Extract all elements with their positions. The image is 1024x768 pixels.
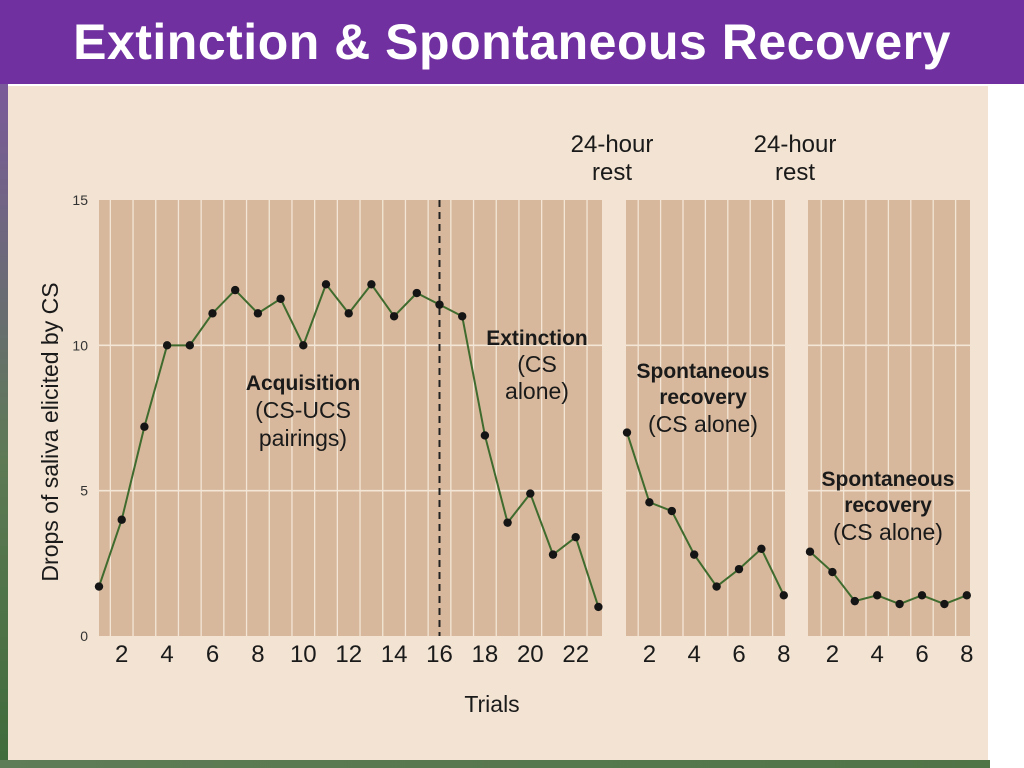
x-axis-label: Trials <box>464 691 519 717</box>
x-tick-label: 12 <box>335 641 362 668</box>
data-point <box>690 550 699 559</box>
y-tick-label: 10 <box>72 337 88 353</box>
x-tick-label: 6 <box>915 641 928 668</box>
x-tick-label: 6 <box>732 641 745 668</box>
x-tick-label: 18 <box>472 641 499 668</box>
data-point <box>873 591 882 600</box>
data-point <box>253 309 263 318</box>
x-tick-labels: 2 4 6 8 10 12 14 16 18 20 22 2 4 6 8 2 4 6 8 <box>115 641 973 668</box>
data-point <box>367 280 376 289</box>
data-point <box>667 506 676 516</box>
data-point <box>526 489 535 498</box>
data-point <box>917 591 927 600</box>
data-point <box>389 312 399 321</box>
rest-1-label-line2: rest <box>592 159 632 186</box>
y-tick-label: 5 <box>80 483 88 499</box>
plot-backgrounds <box>99 200 970 636</box>
data-point <box>208 309 217 318</box>
plot-panel-1 <box>99 200 602 636</box>
x-tick-label: 16 <box>426 641 453 668</box>
rest-2-label-line2: rest <box>775 159 815 186</box>
data-point <box>571 532 580 542</box>
data-point <box>895 599 904 609</box>
extinction-detail-line1: (CS <box>517 351 557 377</box>
series-points <box>94 280 971 612</box>
slide-title: Extinction & Spontaneous Recovery <box>73 14 951 70</box>
data-point <box>734 564 744 574</box>
data-point <box>645 498 654 507</box>
x-tick-label: 8 <box>777 641 790 668</box>
data-point <box>276 294 285 304</box>
recovery-2-label-line2: recovery <box>844 494 932 517</box>
x-tick-label: 2 <box>115 641 128 668</box>
x-tick-label: 4 <box>871 641 884 668</box>
data-point <box>140 422 149 431</box>
data-point <box>594 602 603 612</box>
data-point <box>622 428 632 437</box>
recovery-2-detail: (CS alone) <box>833 519 943 545</box>
x-tick-label: 4 <box>688 641 701 668</box>
data-point <box>231 285 240 295</box>
x-tick-label: 8 <box>960 641 973 668</box>
recovery-1-detail: (CS alone) <box>648 411 758 437</box>
bottom-decorative-edge <box>0 760 990 768</box>
data-point <box>828 567 837 577</box>
data-point <box>712 582 721 591</box>
data-point <box>412 288 421 298</box>
acquisition-detail-line2: pairings) <box>259 425 347 451</box>
extinction-label: Extinction <box>486 327 588 350</box>
acquisition-detail-line1: (CS-UCS <box>255 397 351 423</box>
data-point <box>850 596 859 606</box>
data-point <box>321 280 331 289</box>
recovery-1-label-line1: Spontaneous <box>636 360 769 383</box>
y-tick-label: 15 <box>72 192 88 208</box>
data-point <box>779 591 788 600</box>
acquisition-label: Acquisition <box>246 372 360 395</box>
data-point <box>344 309 353 318</box>
data-point <box>299 341 308 350</box>
data-point <box>185 341 194 350</box>
data-point <box>548 550 558 559</box>
data-point <box>480 431 490 440</box>
recovery-1-label-line2: recovery <box>659 386 747 409</box>
title-bar <box>0 0 1024 84</box>
gridlines <box>99 200 970 636</box>
x-tick-label: 6 <box>206 641 219 668</box>
x-tick-label: 14 <box>381 641 408 668</box>
x-tick-label: 20 <box>517 641 544 668</box>
data-point <box>757 544 766 553</box>
rest-1-label-line1: 24-hour <box>571 131 654 158</box>
y-axis-label: Drops of saliva elicited by CS <box>37 282 63 581</box>
data-point <box>435 300 444 309</box>
x-tick-label: 4 <box>160 641 173 668</box>
extinction-detail-line2: alone) <box>505 378 569 404</box>
left-decorative-edge <box>0 84 8 768</box>
data-point <box>94 582 104 591</box>
x-tick-label: 10 <box>290 641 317 668</box>
x-tick-label: 8 <box>251 641 264 668</box>
y-tick-label: 0 <box>80 628 88 644</box>
rest-2-label-line1: 24-hour <box>754 131 837 158</box>
data-point <box>962 591 971 600</box>
x-tick-label: 2 <box>643 641 656 668</box>
data-point <box>503 518 512 527</box>
y-tick-labels: 0 5 10 15 <box>72 192 88 644</box>
x-tick-label: 2 <box>826 641 839 668</box>
data-point <box>117 515 126 524</box>
recovery-2-label-line1: Spontaneous <box>821 468 954 491</box>
data-point <box>162 341 172 350</box>
x-tick-label: 22 <box>562 641 589 668</box>
data-point <box>805 547 815 556</box>
data-point <box>458 312 467 321</box>
data-point <box>940 599 949 609</box>
